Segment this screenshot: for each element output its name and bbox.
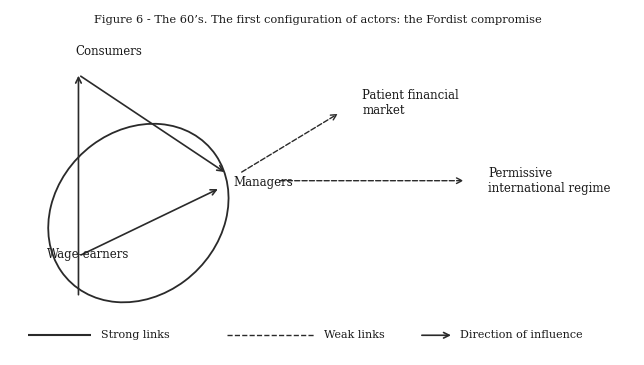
Text: Managers: Managers: [233, 176, 293, 189]
Text: Permissive
international regime: Permissive international regime: [488, 167, 611, 195]
Text: Strong links: Strong links: [100, 330, 169, 340]
Text: Weak links: Weak links: [325, 330, 385, 340]
Text: Consumers: Consumers: [75, 46, 142, 58]
Text: Wage-earners: Wage-earners: [47, 248, 129, 261]
Text: Patient financial
market: Patient financial market: [363, 89, 459, 118]
Text: Figure 6 - The 60’s. The first configuration of actors: the Fordist compromise: Figure 6 - The 60’s. The first configura…: [94, 15, 542, 25]
Text: Direction of influence: Direction of influence: [460, 330, 583, 340]
